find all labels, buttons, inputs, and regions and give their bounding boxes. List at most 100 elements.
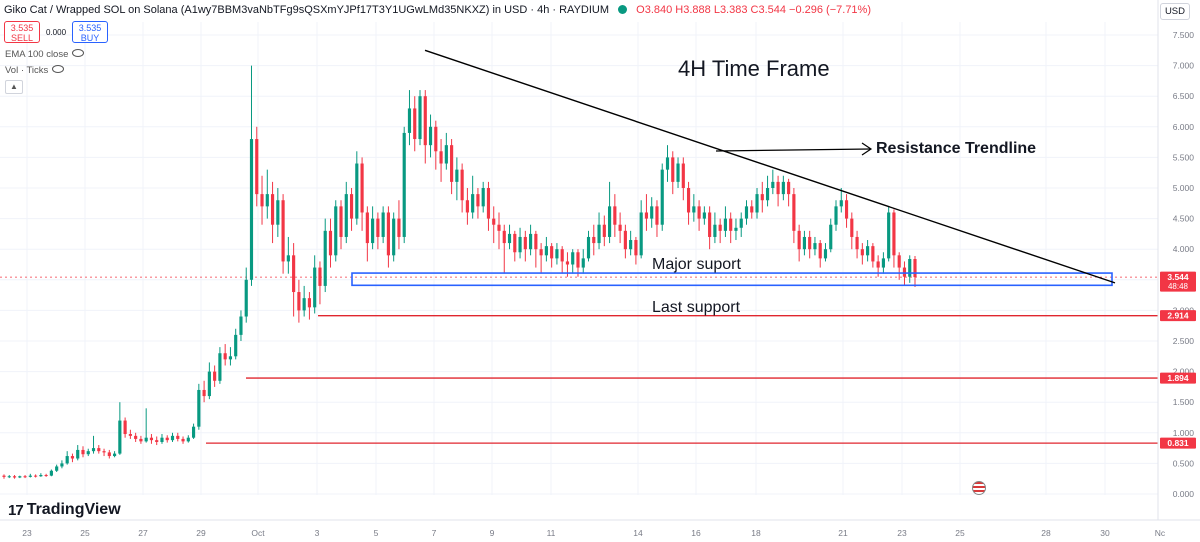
y-tick-label: 6.500 [1173, 91, 1195, 101]
candle-body [781, 181, 785, 195]
symbol-title[interactable]: Giko Cat / Wrapped SOL on Solana (A1wy7B… [4, 4, 610, 16]
candle-body [744, 206, 749, 219]
x-tick-label: 21 [838, 528, 848, 538]
candle-body [613, 206, 617, 225]
y-tick-label: 4.000 [1173, 244, 1195, 254]
price-axis: 7.500 7.000 6.500 6.000 5.500 5.000 4.500 4.000… [1157, 0, 1200, 520]
candle-body [155, 440, 159, 442]
chart-header: Giko Cat / Wrapped SOL on Solana (A1wy7B… [4, 4, 871, 16]
candle-body [702, 212, 706, 219]
candle-body [165, 437, 169, 441]
eye-icon[interactable] [72, 49, 85, 57]
x-tick-label: 23 [897, 528, 907, 538]
candle-body [128, 434, 132, 436]
candle-body [818, 243, 822, 259]
candle-body [307, 298, 312, 308]
us-flag-icon[interactable] [972, 481, 986, 495]
candle-body [255, 139, 259, 195]
candle-body [739, 218, 743, 228]
indicator-ema[interactable]: EMA 100 close [5, 49, 85, 60]
candle-body [107, 452, 111, 457]
candle-body [592, 236, 596, 244]
y-tick-label: 6.000 [1173, 122, 1195, 132]
candle-body [692, 206, 696, 213]
price-label: 0.831 [1167, 438, 1189, 448]
price-label-bg [1160, 437, 1196, 449]
candle-body [18, 476, 22, 478]
candle-body [139, 438, 143, 442]
candle-body [286, 255, 290, 262]
candle-body [902, 267, 907, 277]
candle-body [476, 194, 480, 207]
candle-body [218, 353, 222, 381]
candle-body [529, 233, 533, 250]
candle-body [170, 435, 175, 441]
candle-body [913, 258, 917, 278]
x-tick-label: 3 [315, 528, 320, 538]
candle-body [123, 420, 127, 435]
brand-name: TradingView [26, 501, 121, 518]
candle-body [729, 218, 733, 231]
candle-body [44, 475, 48, 477]
price-label: 3.544 [1167, 272, 1189, 282]
sell-button[interactable]: 3.535 SELL [4, 21, 40, 43]
sell-price: 3.535 [10, 23, 34, 33]
currency-selector[interactable]: USD [1159, 3, 1190, 20]
candle-body [576, 252, 580, 268]
candle-body [207, 371, 211, 397]
candle-body [418, 96, 422, 140]
candle-body [507, 233, 512, 244]
candle-body [49, 470, 53, 476]
indicator-volume[interactable]: Vol · Ticks [5, 65, 65, 76]
eye-icon[interactable] [52, 65, 65, 73]
candle-body [270, 194, 275, 225]
candle-body [723, 218, 728, 231]
candle-body [181, 438, 185, 442]
candle-body [708, 212, 712, 237]
candle-body [797, 230, 801, 250]
x-tick-label: 9 [490, 528, 495, 538]
candle-body [355, 163, 359, 219]
candle-body [897, 255, 901, 268]
candle-body [829, 224, 833, 250]
tradingview-logo[interactable]: 17 TradingView [8, 501, 121, 519]
major-support-zone [351, 272, 1113, 287]
candle-body [755, 194, 759, 213]
candle-body [671, 157, 675, 182]
candle-body [839, 200, 843, 207]
candle-body [228, 356, 233, 360]
candle-body [808, 236, 812, 250]
candle-body [381, 212, 385, 237]
drawings [351, 49, 1116, 287]
candle-body [629, 240, 633, 250]
candle-body [334, 206, 338, 256]
candle-body [302, 298, 306, 311]
candle-body [760, 194, 764, 201]
y-tick-label: 7.000 [1173, 61, 1195, 71]
indicator-ema-label: EMA 100 close [5, 49, 69, 60]
candle-body [144, 437, 148, 442]
candle-body [149, 437, 154, 441]
candle-body [70, 456, 75, 459]
y-tick-label: 5.500 [1173, 152, 1195, 162]
candle-body [102, 451, 106, 453]
x-tick-label: 5 [374, 528, 379, 538]
candle-body [523, 236, 527, 250]
collapse-legend-button[interactable]: ▲ [5, 80, 23, 94]
candle-body [292, 255, 296, 293]
candle-body [197, 389, 201, 427]
indicator-volume-label: Vol · Ticks [5, 65, 49, 76]
x-tick-label: Nc [1155, 528, 1166, 538]
candle-body [650, 206, 654, 219]
time-axis: 23 25 27 29 Oct 3 5 7 9 11 14 16 18 21 23 25 28 30 Nc [0, 519, 1200, 542]
candle-body [407, 108, 412, 133]
candle-body [260, 194, 264, 207]
candle-body [313, 267, 317, 308]
candle-body [866, 246, 870, 256]
y-tick-label: 0.500 [1173, 458, 1195, 468]
buy-price: 3.535 [78, 23, 102, 33]
buy-button[interactable]: 3.535 BUY [72, 21, 108, 43]
candle-body [686, 188, 691, 213]
candle-body [539, 249, 543, 256]
